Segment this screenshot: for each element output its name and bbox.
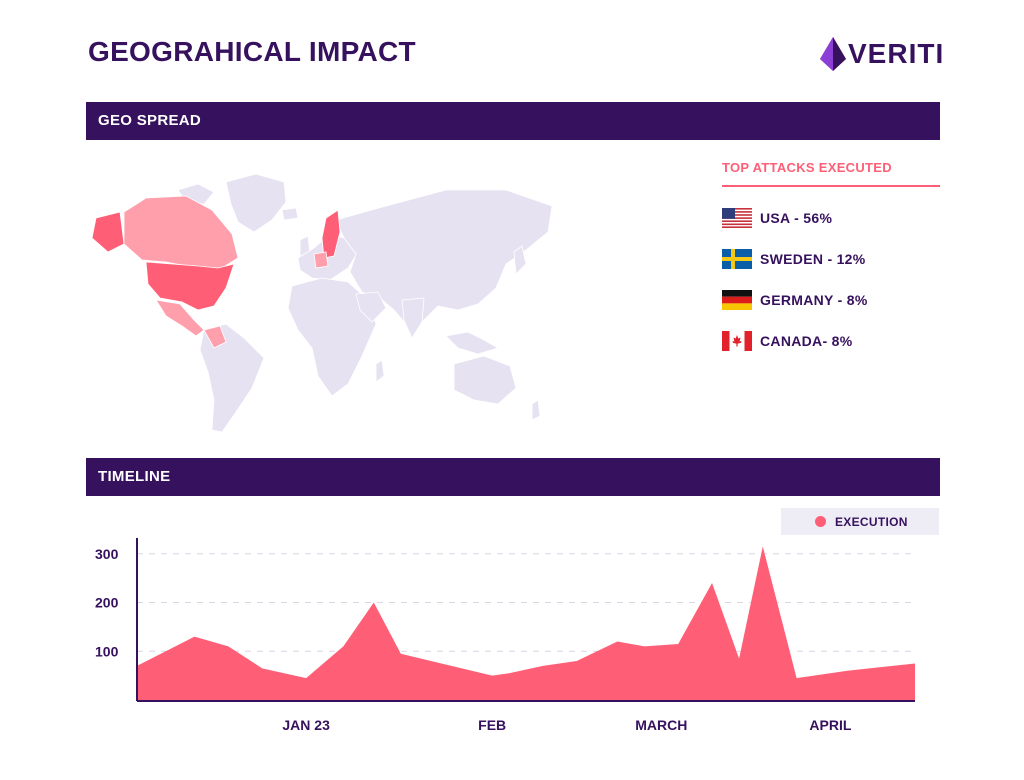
- map-australia: [453, 355, 517, 405]
- chart-legend: EXECUTION: [781, 508, 939, 535]
- attack-row-canada: CANADA- 8%: [722, 330, 940, 351]
- map-germany: [313, 251, 329, 269]
- legend-dot-icon: [815, 516, 826, 527]
- map-arabia: [355, 291, 387, 323]
- map-india: [401, 297, 425, 339]
- veriti-logo-icon: [820, 37, 846, 71]
- geo-spread-header: GEO SPREAD: [86, 102, 940, 140]
- attack-row-usa: USA - 56%: [722, 207, 940, 228]
- x-tick-label: JAN 23: [282, 717, 330, 733]
- map-iceland: [281, 207, 299, 221]
- x-tick-label: MARCH: [635, 717, 687, 733]
- attack-row-sweden: SWEDEN - 12%: [722, 248, 940, 269]
- map-sweden: [321, 209, 341, 259]
- us-flag-icon: [722, 207, 752, 228]
- logo-text: VERITI: [848, 38, 945, 69]
- x-tick-label: APRIL: [809, 717, 851, 733]
- sweden-flag-icon: [722, 248, 752, 269]
- map-indonesia: [445, 331, 500, 355]
- map-asia: [335, 189, 553, 325]
- x-tick-label: FEB: [478, 717, 506, 733]
- veriti-logo: VERITI: [820, 36, 944, 72]
- map-europe: [297, 235, 359, 281]
- map-south-america: [199, 323, 265, 433]
- legend-label: EXECUTION: [835, 514, 908, 529]
- attack-label: GERMANY - 8%: [760, 291, 868, 308]
- page-title: GEOGRAHICAL IMPACT: [88, 36, 416, 67]
- timeline-header: TIMELINE: [86, 458, 940, 496]
- attack-label: CANADA- 8%: [760, 332, 853, 349]
- y-tick-label: 100: [95, 643, 119, 659]
- execution-area: [137, 546, 915, 700]
- map-japan: [513, 245, 527, 275]
- germany-flag-icon: [722, 289, 752, 310]
- y-tick-label: 200: [95, 595, 119, 611]
- world-map: [86, 160, 566, 440]
- map-new-zealand: [531, 399, 541, 421]
- attack-label: SWEDEN - 12%: [760, 250, 866, 267]
- map-mexico: [155, 299, 205, 337]
- map-alaska: [91, 211, 125, 253]
- attack-label: USA - 56%: [760, 209, 833, 226]
- map-madagascar: [375, 359, 385, 383]
- map-greenland: [225, 173, 287, 233]
- canada-flag-icon: [722, 330, 752, 351]
- map-canada: [123, 195, 239, 269]
- timeline-chart: 100 200 300 JAN 23 FEB MARCH APRIL: [95, 538, 915, 733]
- top-attacks-panel: TOP ATTACKS EXECUTED USA - 56% SWEDEN - …: [722, 160, 940, 351]
- attack-row-germany: GERMANY - 8%: [722, 289, 940, 310]
- map-usa: [145, 261, 235, 311]
- y-tick-label: 300: [95, 546, 119, 562]
- map-colombia: [203, 325, 227, 349]
- top-attacks-title: TOP ATTACKS EXECUTED: [722, 160, 940, 187]
- map-africa: [287, 277, 377, 397]
